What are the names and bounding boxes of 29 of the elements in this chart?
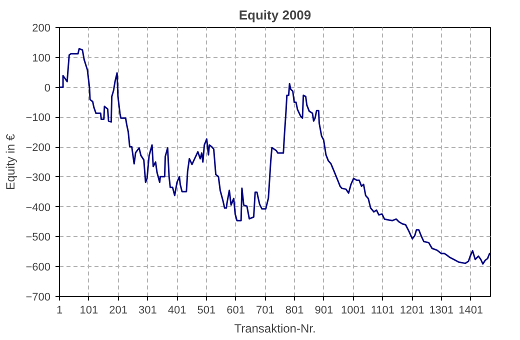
x-tick-label: 1301 (429, 304, 454, 316)
x-tick-label: 701 (256, 304, 274, 316)
x-tick-label: 1 (56, 304, 63, 316)
y-axis-title: Equity in € (4, 134, 18, 190)
y-tick-label: 200 (32, 22, 51, 34)
x-axis-title: Transaktion-Nr. (234, 322, 316, 336)
chart-title: Equity 2009 (238, 8, 312, 22)
x-tick-label: 1001 (341, 304, 366, 316)
x-tick-label: 501 (197, 304, 216, 316)
y-tick-label: −300 (26, 172, 51, 184)
y-tick-label: −500 (26, 232, 51, 244)
x-tick-label: 101 (80, 304, 98, 316)
x-tick-label: 301 (138, 304, 157, 316)
y-tick-label: 100 (32, 52, 51, 64)
y-tick-label: −100 (26, 112, 51, 124)
y-tick-label: −400 (26, 202, 51, 214)
y-tick-label: −200 (26, 142, 51, 154)
x-tick-label: 801 (285, 304, 304, 316)
x-tick-label: 1201 (400, 304, 424, 316)
y-tick-label: −600 (26, 262, 51, 274)
y-tick-label: 0 (44, 82, 51, 94)
x-tick-label: 901 (314, 304, 334, 316)
y-tick-label: −700 (26, 292, 51, 304)
x-tick-label: 201 (109, 304, 128, 316)
x-tick-label: 601 (226, 304, 245, 316)
x-tick-label: 1401 (458, 304, 484, 316)
x-tick-label: 1101 (370, 304, 395, 316)
x-tick-label: 401 (168, 304, 186, 316)
line-series (60, 48, 490, 265)
